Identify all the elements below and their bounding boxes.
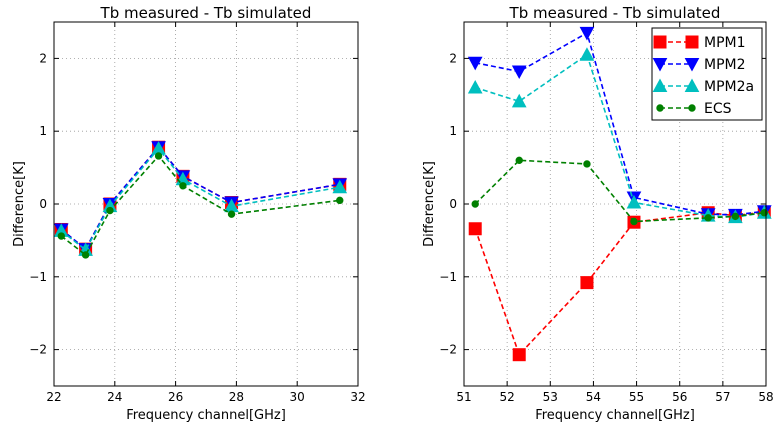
left-ecs-point	[81, 251, 90, 259]
right-mpm1-line	[474, 211, 765, 357]
right-ecs-point	[515, 156, 523, 165]
legend-box	[651, 27, 763, 121]
left-y-tick-label: −2	[29, 343, 47, 357]
right-y-tick-label: −2	[439, 343, 457, 357]
left-ticks: 22 24 26 28 30 32 −2 −1 0 1 2	[29, 22, 366, 404]
right-ecs-point	[471, 200, 479, 208]
legend-mpm2-label: MPM2	[704, 57, 746, 73]
left-x-axis-label: Frequency channel[GHz]	[126, 408, 286, 423]
right-ecs-point	[760, 209, 768, 217]
right-mpm2a-point	[579, 47, 595, 61]
left-x-tick-label: 28	[229, 390, 244, 404]
right-x-tick-label: 57	[715, 390, 730, 404]
legend-mpm2-marker	[684, 58, 700, 72]
legend-mpm1-marker	[653, 35, 667, 49]
left-ecs-point	[227, 210, 236, 218]
right-mpm1-point	[468, 222, 482, 236]
right-mpm2a-point	[467, 79, 483, 94]
legend-mpm2a-marker	[652, 78, 668, 92]
right-legend: MPM1 MPM2 MPM2a ECS	[651, 27, 763, 121]
left-series-layer	[53, 140, 348, 259]
legend-mpm2a-marker	[684, 78, 700, 92]
left-y-axis-label: Difference[K]	[12, 161, 27, 247]
legend-mpm2a-label: MPM2a	[704, 79, 754, 95]
right-x-axis-label: Frequency channel[GHz]	[535, 408, 695, 423]
right-ecs-point	[630, 217, 638, 226]
left-ecs-point	[106, 206, 114, 215]
right-mpm1-point	[580, 276, 594, 290]
right-mpm2-point	[511, 65, 527, 80]
right-y-axis-label: Difference[K]	[422, 161, 437, 247]
left-x-tick-label: 32	[350, 390, 365, 404]
left-ecs-point	[57, 232, 65, 240]
right-chart-panel: Tb measured - Tb simulated 51 52 53 54 55 56 5…	[422, 4, 774, 423]
left-x-tick-label: 26	[168, 390, 183, 404]
right-x-tick-label: 51	[456, 390, 471, 404]
legend-ecs-marker	[688, 104, 696, 112]
right-y-tick-label: 0	[449, 197, 457, 211]
left-ecs-point	[154, 152, 163, 160]
right-mpm1-point	[512, 348, 526, 362]
right-y-tick-label: 1	[449, 124, 457, 138]
legend-ecs-label: ECS	[704, 101, 732, 117]
left-y-tick-label: 1	[39, 124, 47, 138]
right-y-tick-label: −1	[439, 270, 457, 284]
right-mpm2a-point	[511, 93, 527, 108]
left-x-tick-label: 30	[290, 390, 305, 404]
left-y-tick-label: 2	[39, 51, 47, 65]
right-ecs-line	[474, 159, 765, 223]
left-chart-panel: Tb measured - Tb simulated 22 24 26 28 30 32 −…	[12, 4, 366, 423]
left-mpm2a-line	[60, 147, 340, 252]
left-y-tick-label: −1	[29, 270, 47, 284]
right-mpm2-point	[467, 56, 483, 71]
right-ecs-point	[731, 212, 740, 221]
right-x-tick-label: 58	[758, 390, 773, 404]
left-mpm2a-point	[332, 179, 348, 194]
right-x-tick-label: 53	[543, 390, 558, 404]
right-y-tick-label: 2	[449, 51, 457, 65]
right-x-tick-label: 52	[500, 390, 515, 404]
right-series-layer	[467, 26, 772, 362]
left-y-tick-label: 0	[39, 197, 47, 211]
right-x-tick-label: 56	[672, 390, 687, 404]
right-ecs-point	[704, 214, 712, 222]
right-x-tick-label: 55	[629, 390, 644, 404]
left-chart-title: Tb measured - Tb simulated	[100, 4, 312, 22]
right-x-tick-label: 54	[586, 390, 601, 404]
right-mpm2-point	[579, 26, 595, 41]
legend-mpm1-label: MPM1	[704, 35, 746, 51]
left-ecs-line	[60, 154, 340, 257]
left-ecs-point	[336, 196, 344, 205]
right-ecs-point	[583, 160, 591, 168]
right-mpm2a-point	[626, 194, 642, 209]
left-ecs-point	[179, 182, 187, 190]
right-chart-title: Tb measured - Tb simulated	[509, 4, 721, 22]
left-x-tick-label: 22	[46, 390, 61, 404]
right-ticks: 51 52 53 54 55 56 57 58 −2 −1 0 1 2	[439, 22, 774, 404]
legend-mpm2-marker	[652, 58, 668, 72]
left-x-tick-label: 24	[107, 390, 122, 404]
legend-mpm1-marker	[685, 35, 699, 49]
legend-ecs-marker	[656, 104, 664, 112]
